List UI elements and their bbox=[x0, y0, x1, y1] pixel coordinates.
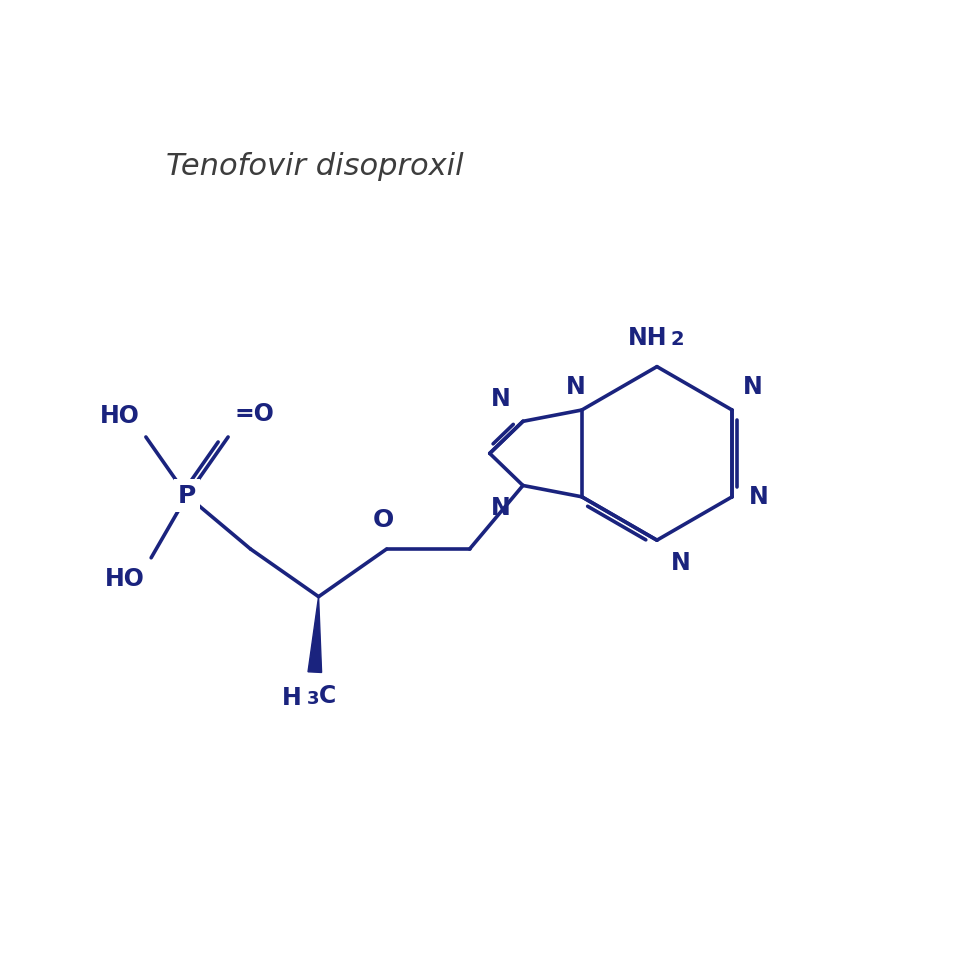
Polygon shape bbox=[308, 597, 321, 672]
Text: NH: NH bbox=[628, 326, 667, 350]
Text: N: N bbox=[743, 375, 762, 400]
Text: O: O bbox=[373, 509, 394, 532]
Text: N: N bbox=[491, 496, 511, 520]
Text: C: C bbox=[318, 684, 336, 709]
Text: HO: HO bbox=[105, 566, 145, 591]
Text: HO: HO bbox=[100, 404, 140, 428]
Text: N: N bbox=[670, 552, 690, 575]
Text: =O: =O bbox=[234, 402, 274, 425]
Text: N: N bbox=[565, 375, 586, 400]
Text: N: N bbox=[491, 387, 511, 411]
Text: Tenofovir disoproxil: Tenofovir disoproxil bbox=[167, 152, 465, 180]
Text: 2: 2 bbox=[670, 329, 684, 349]
Text: N: N bbox=[749, 485, 768, 509]
Text: 3: 3 bbox=[308, 690, 319, 709]
Text: H: H bbox=[281, 686, 301, 710]
Text: P: P bbox=[177, 484, 196, 508]
